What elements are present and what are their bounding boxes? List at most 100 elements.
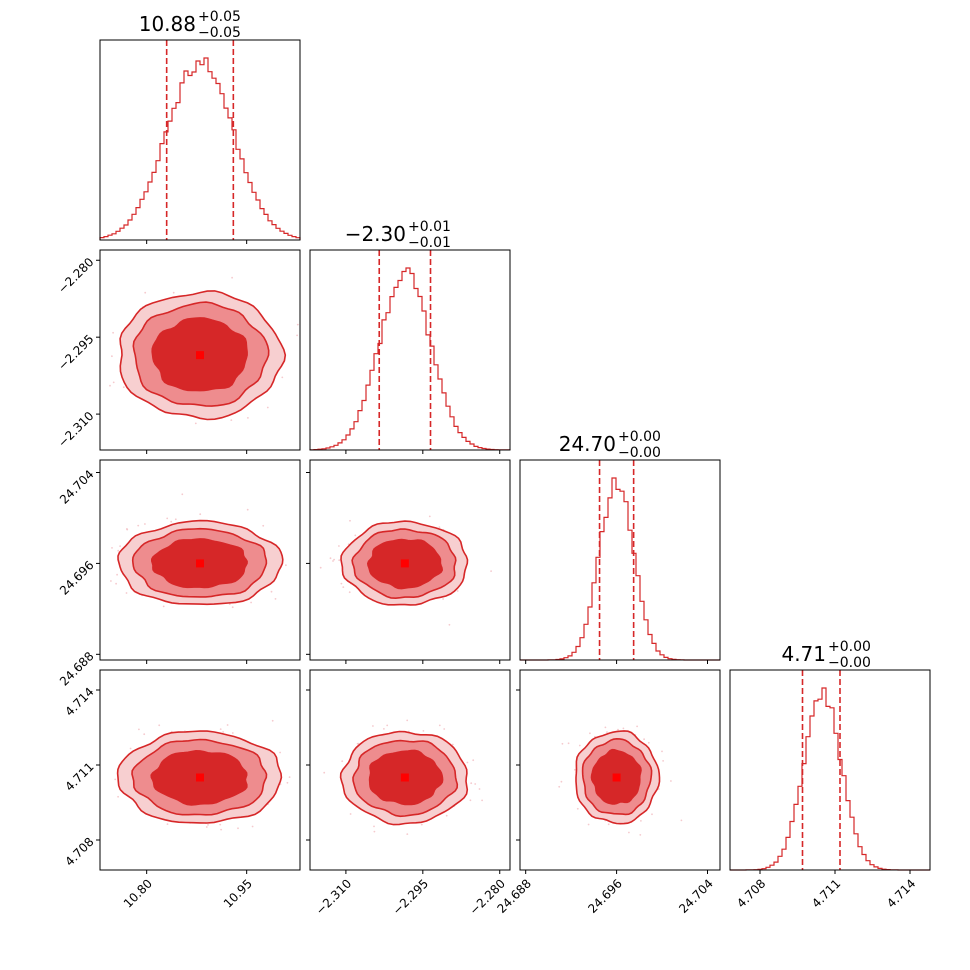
scatter-point <box>373 825 375 828</box>
title-err-minus: −0.00 <box>618 445 661 461</box>
scatter-point <box>304 586 306 588</box>
scatter-point <box>281 376 284 379</box>
histogram-10.88: 10.88 +0.05−0.05 <box>99 9 301 244</box>
scatter-point <box>357 742 360 745</box>
scatter-point <box>406 719 409 722</box>
x-tick-label: −2.295 <box>390 876 431 917</box>
scatter-point <box>181 493 184 496</box>
title-err-plus: +0.05 <box>198 9 241 25</box>
scatter-point <box>422 730 425 732</box>
x-tick-label: 10.95 <box>221 876 255 910</box>
scatter-point <box>138 728 140 731</box>
scatter-point <box>576 807 579 810</box>
scatter-point <box>451 743 454 746</box>
scatter-point <box>348 591 351 594</box>
scatter-point <box>383 728 385 730</box>
scatter-point <box>111 355 113 358</box>
scatter-point <box>478 788 481 790</box>
panel-frame <box>519 669 721 871</box>
scatter-point <box>332 560 334 562</box>
scatter-point <box>296 323 299 326</box>
histogram-24.70: 24.70 +0.00−0.00 <box>519 429 721 664</box>
scatter-point <box>560 780 563 783</box>
scatter-point <box>438 526 441 528</box>
histogram-line <box>99 57 301 240</box>
scatter-point <box>341 760 344 763</box>
panel-frame <box>99 669 301 871</box>
scatter-point <box>349 813 352 815</box>
scatter-point <box>561 742 564 745</box>
scatter-point <box>220 828 223 831</box>
scatter-point <box>115 582 117 585</box>
scatter-point <box>271 719 274 722</box>
median-marker <box>196 351 204 360</box>
scatter-point <box>231 606 234 609</box>
panel-24.70-vs-−2.30 <box>306 459 511 664</box>
scatter-point <box>490 570 492 572</box>
scatter-point <box>207 824 209 826</box>
median-marker <box>400 773 409 782</box>
scatter-point <box>288 776 291 778</box>
scatter-point <box>274 598 277 600</box>
scatter-point <box>445 814 448 817</box>
y-tick-label: −2.280 <box>55 255 96 296</box>
scatter-point <box>122 386 125 389</box>
scatter-point <box>578 744 581 747</box>
x-tick-label: 4.711 <box>809 876 843 910</box>
scatter-point <box>622 727 625 730</box>
title-err-minus: −0.05 <box>198 25 241 41</box>
median-marker <box>612 773 621 782</box>
histogram-line <box>730 687 930 871</box>
scatter-point <box>219 728 222 730</box>
title-err-plus: +0.00 <box>828 639 871 655</box>
scatter-point <box>205 826 208 828</box>
scatter-point <box>129 747 132 750</box>
scatter-point <box>651 813 653 816</box>
scatter-point <box>231 276 234 279</box>
panel-−2.30-vs-10.88 <box>96 249 301 454</box>
median-marker <box>196 559 204 568</box>
scatter-point <box>639 834 642 836</box>
scatter-point <box>628 831 630 834</box>
scatter-point <box>125 592 128 594</box>
scatter-point <box>262 524 265 527</box>
title-err-minus: −0.00 <box>828 655 871 671</box>
scatter-point <box>116 573 118 576</box>
y-tick-label: 24.688 <box>57 649 97 689</box>
scatter-point <box>112 331 114 334</box>
scatter-point <box>338 559 341 562</box>
scatter-point <box>349 519 351 522</box>
scatter-point <box>237 827 239 830</box>
scatter-point <box>481 799 483 802</box>
scatter-point <box>574 768 576 771</box>
scatter-point <box>606 731 608 733</box>
scatter-point <box>640 820 642 822</box>
scatter-point <box>406 833 409 835</box>
x-tick-label: 24.704 <box>676 876 716 916</box>
title-err-plus: +0.01 <box>408 219 451 235</box>
scatter-point <box>170 520 173 523</box>
scatter-point <box>162 605 165 608</box>
scatter-point <box>607 823 610 826</box>
scatter-point <box>448 623 451 626</box>
x-tick-label: 10.80 <box>121 876 155 910</box>
panel-frame <box>99 459 301 661</box>
scatter-point <box>199 513 202 516</box>
scatter-point <box>219 823 222 826</box>
scatter-point <box>442 598 444 600</box>
scatter-point <box>329 557 332 560</box>
title-err-minus: −0.01 <box>408 235 451 251</box>
scatter-point <box>470 782 473 785</box>
scatter-point <box>657 788 660 790</box>
median-marker <box>400 559 409 568</box>
scatter-point <box>340 582 343 585</box>
histogram-line <box>309 267 511 451</box>
scatter-point <box>279 751 281 754</box>
scatter-point <box>286 781 289 784</box>
scatter-point <box>589 732 591 735</box>
scatter-point <box>222 731 225 733</box>
scatter-point <box>372 725 374 727</box>
scatter-point <box>354 534 357 537</box>
panel-frame <box>729 669 931 871</box>
